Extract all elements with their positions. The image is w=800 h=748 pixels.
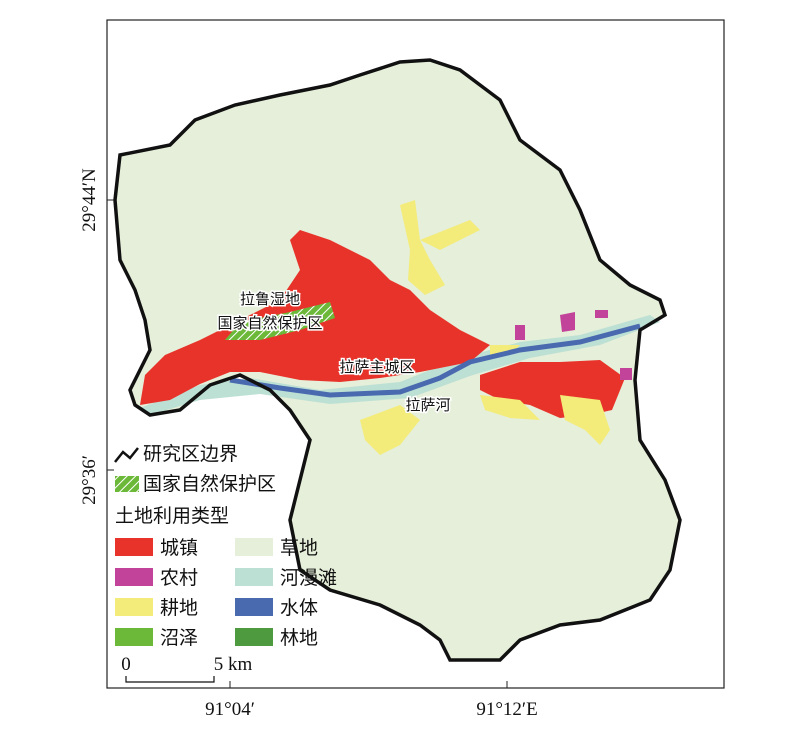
legend-label: 研究区边界 — [143, 443, 238, 465]
legend-label: 草地 — [280, 537, 318, 559]
legend-label: 耕地 — [160, 597, 198, 619]
river — [229, 323, 641, 398]
legend-label: 沼泽 — [160, 627, 198, 649]
legend-title: 土地利用类型 — [115, 505, 229, 527]
legend-label: 河漫滩 — [280, 567, 337, 589]
annotation: 国家自然保护区 — [217, 315, 322, 332]
scale-label: 5 km — [214, 654, 253, 675]
annotation: 拉萨主城区 — [339, 359, 414, 376]
annotation: 拉鲁湿地 — [240, 291, 300, 308]
legend-swatch — [115, 538, 153, 556]
legend-label: 林地 — [280, 627, 318, 649]
legend-boundary-symbol — [114, 447, 139, 463]
lat-label: 29°44′N — [79, 168, 100, 232]
lon-label: 91°12′E — [476, 699, 537, 720]
study-boundary — [113, 58, 682, 662]
scale-label: 0 — [121, 654, 131, 675]
legend-swatch — [235, 628, 273, 646]
legend-label: 水体 — [280, 597, 318, 619]
legend-swatch — [235, 538, 273, 556]
lon-label: 91°04′ — [205, 699, 255, 720]
legend-label: 国家自然保护区 — [143, 473, 276, 495]
cropland — [360, 200, 610, 455]
legend-reserve-symbol — [115, 476, 139, 492]
scale-bar — [125, 676, 215, 683]
legend-swatch — [115, 628, 153, 646]
lat-label: 29°36′ — [79, 455, 100, 505]
legend-label: 农村 — [160, 567, 198, 589]
nature-reserve — [225, 302, 335, 340]
legend-label: 城镇 — [160, 537, 198, 559]
rural — [515, 310, 632, 380]
legend-swatch — [235, 598, 273, 616]
legend-swatch — [115, 598, 153, 616]
legend-swatch — [115, 568, 153, 586]
legend-swatch — [235, 568, 273, 586]
annotation: 拉萨河 — [405, 397, 450, 414]
